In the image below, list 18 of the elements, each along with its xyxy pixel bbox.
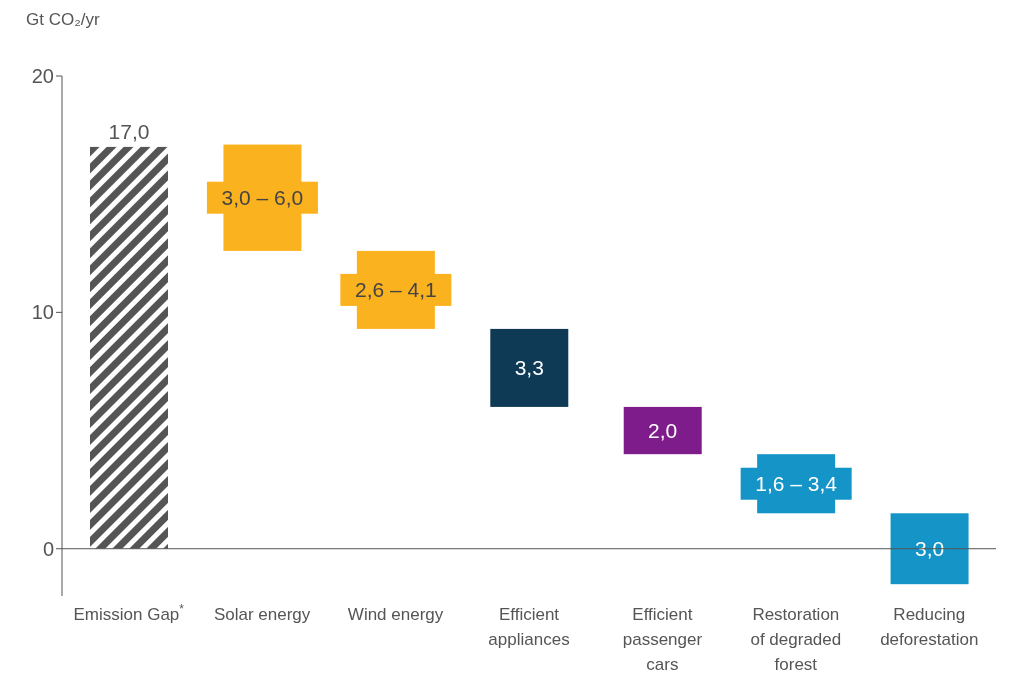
x-tick-label: Emission Gap$^{*}$ bbox=[73, 602, 185, 624]
x-tick-label: Efficient passenger cars bbox=[622, 605, 703, 674]
annotation: 1,6 – 3,4 bbox=[755, 471, 838, 495]
x-tick-label: Restoration of degraded forest bbox=[750, 605, 842, 674]
y-tick-label: 20 bbox=[31, 65, 54, 88]
x-tick-label: Wind energy bbox=[347, 605, 444, 624]
x-tick-label: Efficient appliances bbox=[488, 605, 570, 649]
annotation: 2,6 – 4,1 bbox=[354, 277, 437, 301]
x-tick-label: Reducing deforestation bbox=[880, 605, 979, 649]
data-label: 2,0 bbox=[648, 418, 678, 442]
data-label: 3,3 bbox=[514, 355, 544, 379]
y-axis-title: Gt CO₂/yr bbox=[26, 10, 100, 30]
y-tick-label: 10 bbox=[31, 301, 54, 324]
y-tick-label: 0 bbox=[42, 537, 54, 560]
x-tick-label: Solar energy bbox=[213, 605, 311, 624]
data-label: 3,0 bbox=[914, 536, 945, 560]
annotation: 3,0 – 6,0 bbox=[221, 185, 304, 209]
data-label: 17,0 bbox=[108, 119, 150, 143]
